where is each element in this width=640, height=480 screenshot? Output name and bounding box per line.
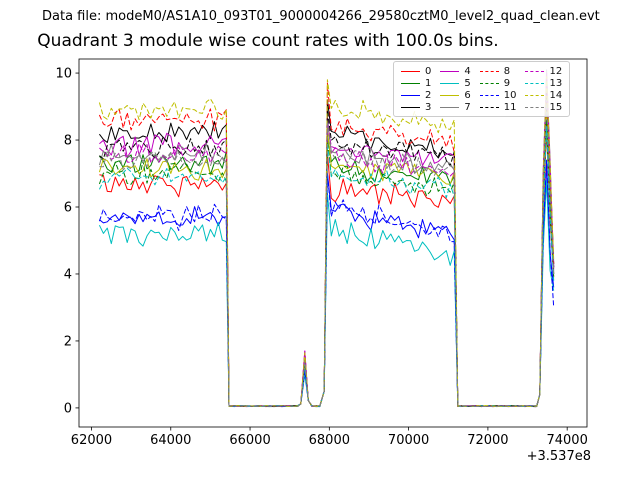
legend-item-10: 10 — [479, 89, 517, 101]
y-tick-label: 4 — [64, 267, 72, 282]
legend-line-sample-13 — [525, 83, 545, 84]
legend-item-4: 4 — [440, 65, 471, 77]
legend-label-13: 13 — [549, 77, 563, 89]
x-tick-label: 64000 — [150, 433, 191, 448]
legend-item-14: 14 — [525, 90, 562, 101]
legend-item-0: 0 — [401, 66, 431, 77]
axes: 62000 64000 66000 68000 70000 72000 74000 0 2 4 6 8… — [55, 58, 588, 448]
x-tick-label: 66000 — [229, 433, 270, 448]
legend-label-10: 10 — [503, 89, 517, 101]
x-tick-label: 68000 — [309, 433, 350, 448]
y-tick-label: 6 — [64, 201, 72, 216]
legend-label-15: 15 — [549, 101, 563, 113]
legend-line-sample-3 — [401, 107, 420, 108]
series-line-14 — [98, 75, 555, 407]
y-tick-label: 8 — [64, 134, 72, 149]
legend-label-5: 5 — [464, 77, 471, 89]
chart-title: Quadrant 3 module wise count rates with … — [37, 31, 499, 51]
legend-item-13: 13 — [525, 78, 562, 89]
legend-label-2: 2 — [425, 89, 432, 101]
legend-item-3: 3 — [401, 102, 431, 113]
legend-label-6: 6 — [464, 89, 471, 101]
legend-label-3: 3 — [425, 101, 432, 113]
legend-line-sample-6 — [440, 95, 460, 96]
x-tick-label: 72000 — [467, 433, 508, 448]
legend-line-sample-12 — [525, 71, 545, 72]
legend-item-1: 1 — [401, 78, 431, 89]
x-axis-offset-label: +3.537e8 — [526, 449, 591, 464]
legend-line-sample-10 — [479, 95, 499, 96]
x-tick-label: 74000 — [546, 433, 587, 448]
x-tick-label: 70000 — [388, 433, 429, 448]
legend-item-15: 15 — [525, 102, 562, 113]
legend-item-7: 7 — [440, 101, 471, 113]
legend-line-sample-15 — [525, 107, 545, 108]
legend-item-2: 2 — [401, 90, 431, 101]
x-tick-label: 62000 — [71, 433, 112, 448]
legend-label-11: 11 — [503, 101, 517, 113]
axes-frame — [78, 58, 588, 428]
legend-label-14: 14 — [549, 89, 563, 101]
legend-label-12: 12 — [549, 65, 563, 77]
legend-line-sample-4 — [440, 71, 460, 72]
legend-item-11: 11 — [479, 101, 517, 113]
data-file-label: Data file: modeM0/AS1A10_093T01_90000042… — [42, 9, 600, 24]
legend-line-sample-11 — [479, 107, 499, 108]
y-tick-label: 10 — [55, 67, 72, 82]
legend-line-sample-8 — [479, 71, 499, 72]
legend-label-9: 9 — [503, 77, 511, 89]
legend-label-0: 0 — [425, 65, 432, 77]
legend-item-8: 8 — [479, 65, 517, 77]
legend-item-5: 5 — [440, 77, 471, 89]
legend-line-sample-1 — [401, 83, 420, 84]
legend-label-1: 1 — [425, 77, 432, 89]
legend-line-sample-7 — [440, 107, 460, 108]
legend-label-7: 7 — [464, 101, 471, 113]
legend-item-6: 6 — [440, 89, 471, 101]
legend-label-8: 8 — [503, 65, 511, 77]
legend-line-sample-0 — [401, 71, 420, 72]
legend: 0 1 2 3 4 5 6 7 8 9 10 11 12 13 14 15 — [393, 61, 571, 117]
legend-line-sample-9 — [479, 83, 499, 84]
series-lines — [98, 69, 555, 408]
legend-label-4: 4 — [464, 65, 471, 77]
legend-item-12: 12 — [525, 66, 562, 77]
legend-line-sample-5 — [440, 83, 460, 84]
y-tick-label: 2 — [64, 334, 72, 349]
legend-line-sample-2 — [401, 95, 420, 96]
series-line-15 — [99, 99, 555, 408]
legend-item-9: 9 — [479, 77, 517, 89]
y-tick-label: 0 — [64, 401, 72, 416]
legend-line-sample-14 — [525, 95, 545, 96]
